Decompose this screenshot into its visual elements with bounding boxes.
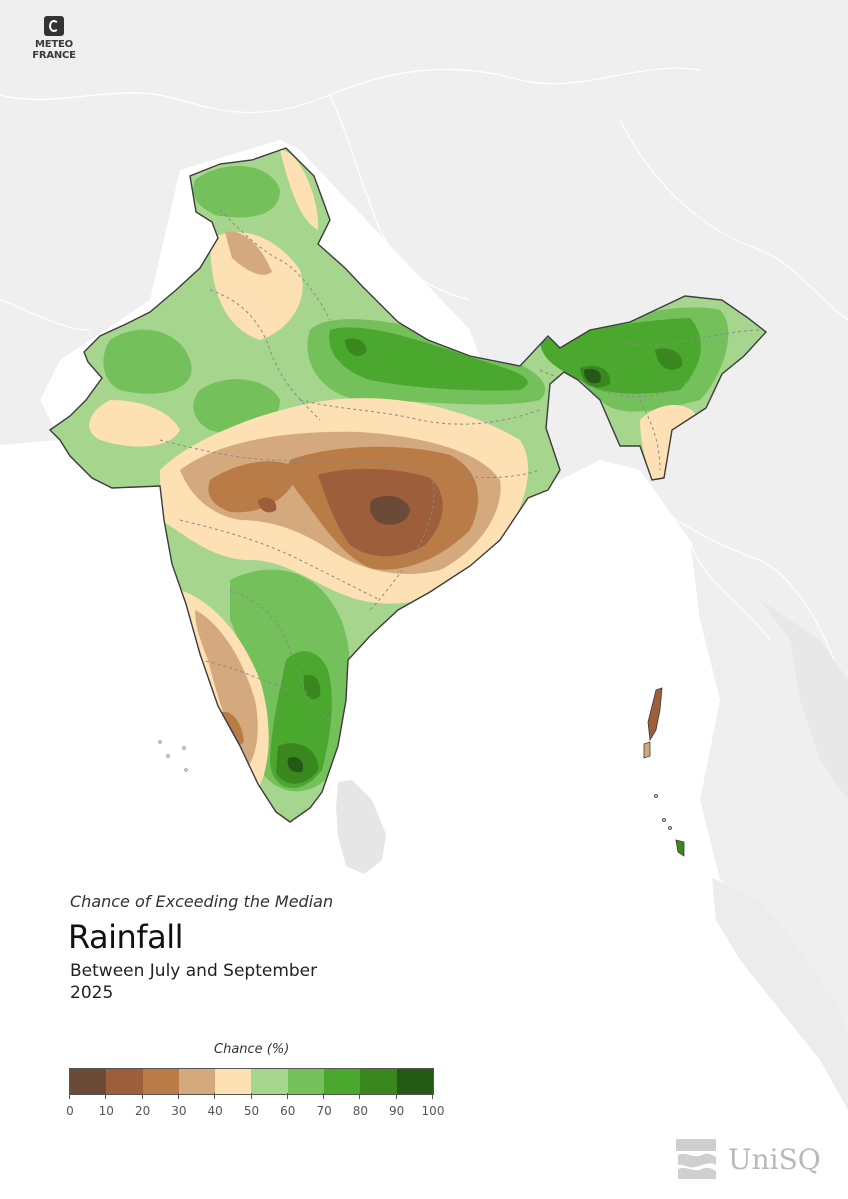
legend-swatch-1 — [106, 1069, 143, 1094]
map-title: Rainfall — [68, 918, 183, 956]
zone-20-30-goa — [222, 711, 244, 745]
legend-tick-mark — [177, 1093, 179, 1099]
neighbour-borders — [0, 67, 848, 701]
period-months: Between July and September — [70, 961, 318, 981]
malay-peninsula — [760, 600, 848, 800]
legend-tick-label: 20 — [134, 1104, 151, 1118]
legend-tick-mark — [395, 1093, 397, 1099]
legend-tick-mark — [323, 1093, 325, 1099]
land-background — [0, 0, 848, 1100]
legend-tick-mark — [69, 1093, 70, 1099]
legend-tick-mark — [214, 1093, 216, 1099]
legend-tick-label: 70 — [316, 1104, 332, 1118]
legend-tick-label: 0 — [66, 1104, 74, 1118]
legend-swatch-0 — [70, 1069, 107, 1094]
india-outline — [48, 147, 768, 823]
legend-swatch-4 — [215, 1069, 252, 1094]
legend-color-bar — [69, 1068, 434, 1095]
zone-90-100-ne — [584, 368, 601, 384]
zone-80-90-northeast — [655, 348, 683, 370]
legend-swatch-3 — [178, 1069, 216, 1094]
zone-60-70-kashmir — [193, 166, 280, 218]
legend-tick-mark — [141, 1093, 143, 1099]
legend-tick-label: 50 — [243, 1104, 260, 1118]
legend-swatch-9 — [396, 1069, 433, 1094]
zone-60-70-west — [103, 329, 192, 394]
zone-70-80-gangetic — [329, 327, 528, 391]
legend-tick-label: 10 — [98, 1104, 114, 1118]
legend-swatch-7 — [324, 1069, 361, 1094]
zone-0-10-central — [370, 495, 410, 525]
legend-tick-label: 40 — [207, 1104, 223, 1118]
legend-tick-label: 100 — [421, 1104, 445, 1118]
andaman-nicobar-islands — [643, 687, 685, 857]
legend-tick-label: 90 — [389, 1104, 405, 1118]
map-period: Between July and September 2025 — [70, 960, 317, 1004]
zone-20-30-mp-west — [208, 461, 300, 513]
legend-tick-mark — [286, 1093, 288, 1099]
land-background-west — [0, 400, 60, 445]
zone-40-50-ladakh — [280, 150, 319, 230]
meteo-france-logo-mark — [44, 16, 64, 36]
unisq-logo-text: UniSQ — [728, 1142, 821, 1176]
legend-swatch-5 — [251, 1069, 288, 1094]
legend-tick-label: 30 — [171, 1104, 187, 1118]
legend-tick-mark — [432, 1093, 433, 1099]
legend-tick-label: 60 — [280, 1104, 296, 1118]
unisq-logo: UniSQ — [672, 1134, 821, 1184]
zone-90-100-tn — [287, 756, 304, 773]
legend-tick-mark — [105, 1093, 107, 1099]
period-year: 2025 — [70, 983, 114, 1003]
legend-swatch-2 — [142, 1069, 179, 1094]
zone-80-90-up — [345, 338, 367, 356]
legend-ticks: 0 10 20 30 40 50 60 70 80 90 100 — [66, 1093, 444, 1123]
zone-80-90-karnataka — [303, 674, 321, 700]
zone-10-20-mp — [258, 497, 277, 513]
unisq-logo-mark — [676, 1139, 716, 1179]
meteo-france-logo-text-line2: FRANCE — [32, 50, 76, 61]
legend-tick-label: 80 — [352, 1104, 369, 1118]
zone-30-40-punjab — [225, 231, 272, 275]
zone-30-40-westcoast — [195, 610, 258, 770]
legend-swatch-6 — [287, 1069, 325, 1094]
legend-tick-mark — [250, 1093, 252, 1099]
zone-70-80-northeast — [540, 318, 701, 394]
sumatra — [712, 878, 848, 1110]
zone-40-50-gujarat — [89, 400, 180, 447]
legend-tick-mark — [359, 1093, 361, 1099]
sri-lanka — [336, 780, 386, 874]
legend-swatch-8 — [360, 1069, 397, 1094]
map-subtitle: Chance of Exceeding the Median — [70, 892, 334, 911]
meteo-france-logo-text-line1: METEO — [35, 39, 73, 50]
meteo-france-logo: METEO FRANCE — [28, 16, 80, 61]
lakshadweep-islands — [158, 740, 188, 772]
legend-title: Chance (%) — [214, 1042, 290, 1057]
